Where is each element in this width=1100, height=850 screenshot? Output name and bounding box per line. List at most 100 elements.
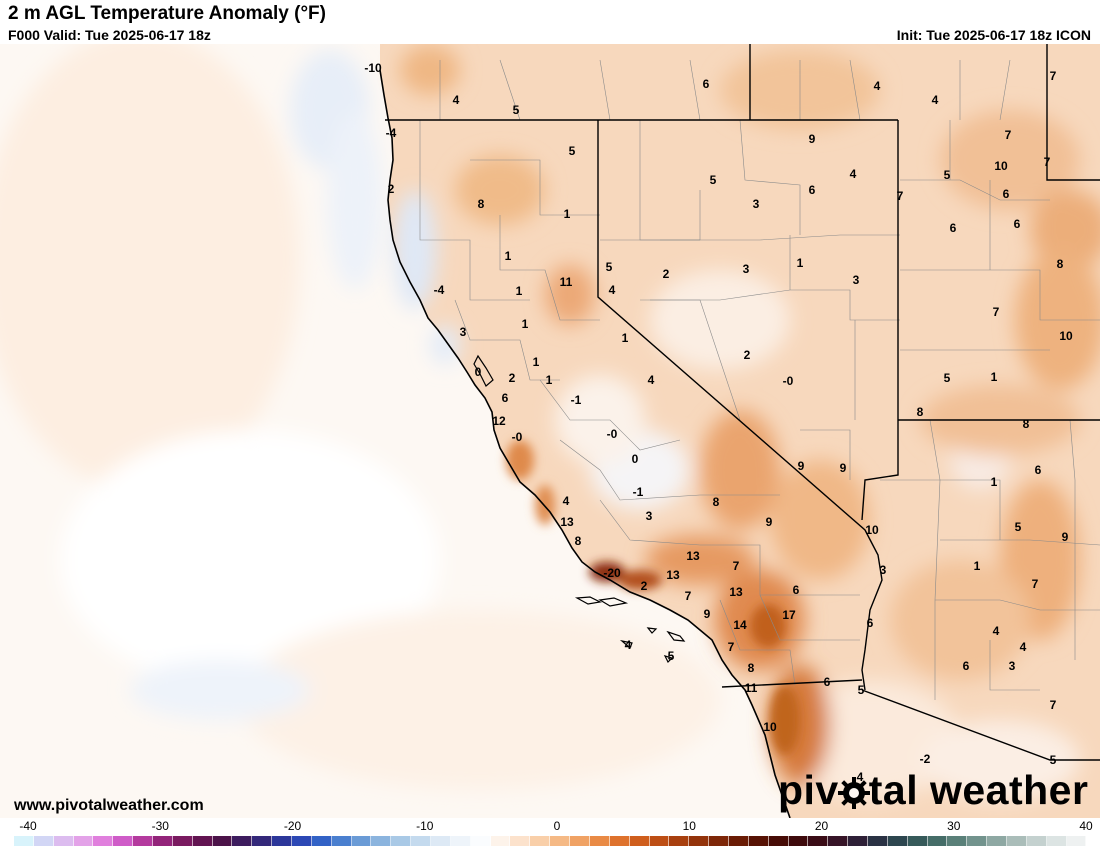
anomaly-value-label: 4: [625, 638, 632, 652]
anomaly-value-label: -1: [633, 485, 644, 499]
colorbar-swatch: [689, 836, 710, 846]
anomaly-value-label: 10: [1059, 329, 1073, 343]
colorbar-swatch: [272, 836, 293, 846]
anomaly-value-label: 6: [963, 659, 970, 673]
anomaly-value-label: 1: [533, 355, 540, 369]
anomaly-value-label: 2: [388, 182, 395, 196]
anomaly-value-label: 13: [560, 515, 574, 529]
anomaly-value-label: 7: [685, 589, 692, 603]
anomaly-value-label: 4: [874, 79, 881, 93]
anomaly-value-label: 11: [745, 681, 758, 695]
anomaly-value-label: 4: [453, 93, 460, 107]
valid-time: F000 Valid: Tue 2025-06-17 18z: [8, 27, 211, 43]
anomaly-value-label: 9: [840, 461, 847, 475]
anomaly-value-label: 9: [1062, 530, 1069, 544]
anomaly-value-label: 4: [563, 494, 570, 508]
colorbar-tick-label: -20: [283, 819, 302, 833]
pivotal-weather-logo: piv tal weather: [778, 767, 1088, 814]
anomaly-value-label: 14: [733, 618, 747, 632]
anomaly-value-label: 1: [974, 559, 981, 573]
colorbar-swatch: [768, 836, 789, 846]
colorbar-swatch: [192, 836, 213, 846]
anomaly-value-label: 8: [478, 197, 485, 211]
colorbar-swatch: [331, 836, 352, 846]
anomaly-value-label: -4: [434, 283, 445, 297]
map-title: 2 m AGL Temperature Anomaly (°F): [8, 3, 326, 24]
coastline: [379, 69, 791, 818]
anomaly-value-label: 5: [606, 260, 613, 274]
anomaly-value-label: 5: [710, 173, 717, 187]
logo-text-left: piv: [778, 767, 839, 813]
colorbar-swatch: [510, 836, 531, 846]
anomaly-value-label: 6: [703, 77, 710, 91]
colorbar-swatch: [1026, 836, 1047, 846]
colorbar-ticks: -40 -30 -20 -10 0 10 20 30 40: [14, 818, 1092, 834]
colorbar-swatch: [490, 836, 511, 846]
colorbar-swatch: [808, 836, 829, 846]
anomaly-value-label: 1: [522, 317, 529, 331]
anomaly-value-label: 8: [917, 405, 924, 419]
map-header: 2 m AGL Temperature Anomaly (°F) F000 Va…: [0, 0, 1100, 44]
colorbar-swatch: [550, 836, 571, 846]
colorbar-swatch: [1066, 836, 1087, 846]
anomaly-value-label: 1: [505, 249, 512, 263]
anomaly-value-label: 6: [824, 675, 831, 689]
anomaly-value-label: -0: [512, 430, 523, 444]
colorbar-swatch: [1046, 836, 1067, 846]
colorbar-swatch: [53, 836, 74, 846]
colorbar-swatch: [113, 836, 134, 846]
colorbar-swatch: [93, 836, 114, 846]
colorbar-swatch: [927, 836, 948, 846]
anomaly-value-label: 4: [648, 373, 655, 387]
colorbar-swatch: [530, 836, 551, 846]
county-lines: [419, 59, 1100, 700]
anomaly-value-label: 3: [743, 262, 750, 276]
anomaly-value-label: 5: [858, 683, 865, 697]
anomaly-value-label: 8: [1057, 257, 1064, 271]
anomaly-value-label: 4: [1020, 640, 1027, 654]
state-borders: [385, 44, 1100, 761]
anomaly-value-label: 4: [609, 283, 616, 297]
anomaly-value-label: -4: [386, 126, 397, 140]
anomaly-value-label: 2: [509, 371, 516, 385]
anomaly-value-label: 6: [1035, 463, 1042, 477]
colorbar-swatch: [887, 836, 908, 846]
gear-icon: [837, 777, 870, 810]
anomaly-value-label: 1: [797, 256, 804, 270]
colorbar-swatch: [73, 836, 94, 846]
anomaly-value-label: 4: [993, 624, 1000, 638]
anomaly-value-label: -0: [607, 427, 618, 441]
anomaly-value-label: 9: [809, 132, 816, 146]
colorbar-swatch: [867, 836, 888, 846]
colorbar-swatch: [947, 836, 968, 846]
colorbar-swatch: [570, 836, 590, 846]
colorbar-swatch: [907, 836, 928, 846]
anomaly-value-label: 3: [1009, 659, 1016, 673]
anomaly-value-label: 6: [502, 391, 509, 405]
ocean-shading: [0, 44, 720, 790]
anomaly-value-label: 3: [753, 197, 760, 211]
anomaly-value-label: 2: [641, 579, 648, 593]
colorbar-legend: -40 -30 -20 -10 0 10 20 30 40: [14, 818, 1093, 850]
website-credit: www.pivotalweather.com: [14, 797, 204, 814]
anomaly-value-label: 8: [1023, 417, 1030, 431]
anomaly-value-label: 10: [865, 523, 879, 537]
anomaly-value-label: 1: [564, 207, 571, 221]
anomaly-map[interactable]: -10 4 5 6 4 4 7 -4 5 9 7 7 2 5 4 5 10 8 6 7 6 1 3 6 6 1 5 2 3 1 8 11 4 3-…: [0, 44, 1100, 818]
colorbar-tick-label: -40: [19, 819, 37, 833]
anomaly-value-label: 6: [1003, 187, 1010, 201]
colorbar-tick-label: 40: [1079, 819, 1093, 833]
anomaly-value-label: 11: [560, 275, 573, 289]
bay: [473, 354, 494, 387]
anomaly-value-label: 12: [492, 414, 506, 428]
colorbar-tick-label: 20: [814, 819, 829, 833]
colorbar-swatch: [311, 836, 332, 846]
anomaly-value-label: 3: [880, 563, 887, 577]
anomaly-value-label: 0: [475, 365, 482, 379]
anomaly-value-label: 2: [663, 267, 670, 281]
channel-islands: [574, 596, 686, 664]
anomaly-value-label: 9: [798, 459, 805, 473]
anomaly-value-label: 7: [728, 640, 735, 654]
